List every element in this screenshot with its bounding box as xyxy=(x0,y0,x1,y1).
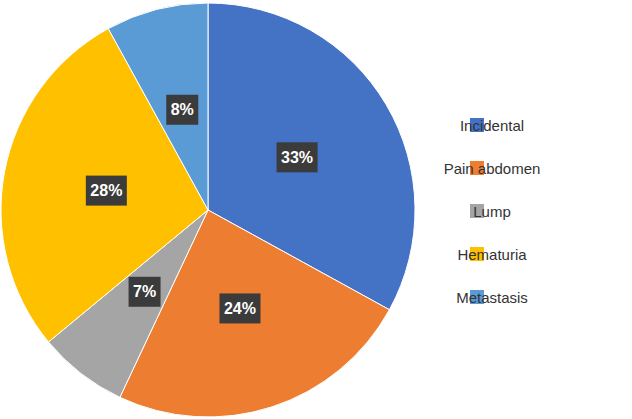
svg-text:Metastasis: Metastasis xyxy=(456,289,528,306)
svg-text:7%: 7% xyxy=(133,283,156,300)
svg-text:28%: 28% xyxy=(90,182,122,199)
svg-text:Incidental: Incidental xyxy=(460,117,524,134)
svg-text:Pain abdomen: Pain abdomen xyxy=(444,160,541,177)
svg-text:Lump: Lump xyxy=(473,203,511,220)
svg-text:8%: 8% xyxy=(171,101,194,118)
svg-text:24%: 24% xyxy=(224,300,256,317)
svg-text:33%: 33% xyxy=(281,149,313,166)
svg-text:Hematuria: Hematuria xyxy=(457,246,527,263)
